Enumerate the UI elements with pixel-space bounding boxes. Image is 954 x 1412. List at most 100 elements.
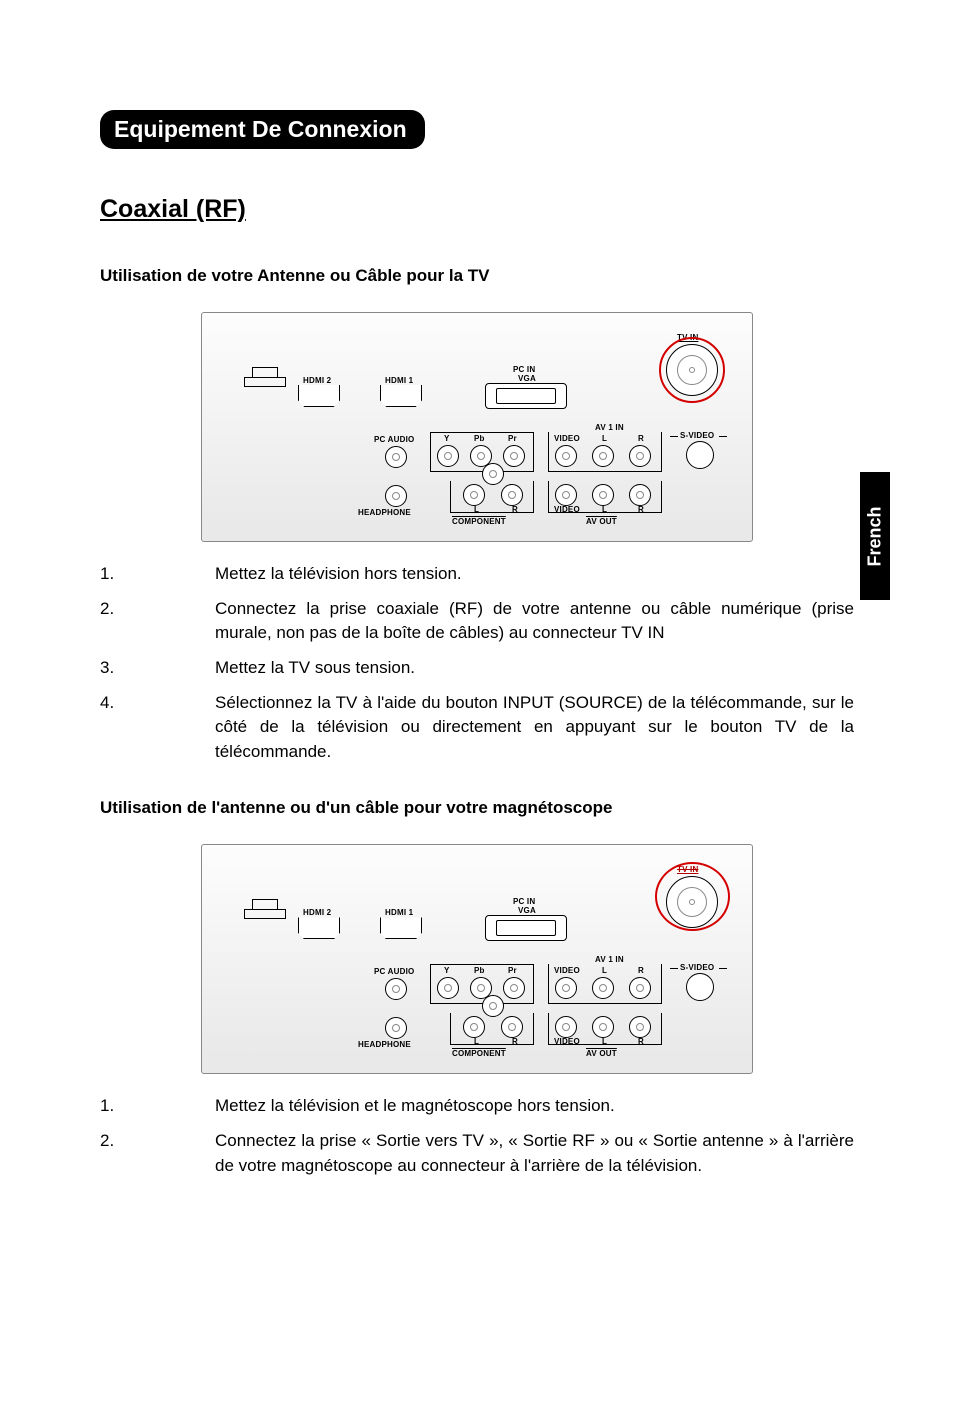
step-text: Mettez la télévision et le magnétoscope … xyxy=(215,1094,854,1119)
label-svideo: S-VIDEO xyxy=(680,431,714,440)
label-headphone: HEADPHONE xyxy=(358,1040,411,1049)
rca-comp-mid xyxy=(482,463,504,485)
label-pc-in: PC IN xyxy=(513,365,535,374)
steps-vcr: 1.Mettez la télévision et le magnétoscop… xyxy=(100,1094,854,1178)
step-num: 3. xyxy=(100,656,215,681)
rca-comp-r xyxy=(501,484,523,506)
vga-port xyxy=(485,383,567,409)
label-av1-l: L xyxy=(602,434,607,443)
rca-av1-video xyxy=(555,445,577,467)
label-avout-l: L xyxy=(602,1037,607,1046)
label-y: Y xyxy=(444,966,450,975)
label-vga: VGA xyxy=(518,906,536,915)
rca-avout-l xyxy=(592,484,614,506)
label-pc-audio: PC AUDIO xyxy=(374,435,414,444)
label-avout-r: R xyxy=(638,505,644,514)
label-avout-r: R xyxy=(638,1037,644,1046)
step-text: Mettez la TV sous tension. xyxy=(215,656,854,681)
hdmi-plug-icon xyxy=(234,899,294,917)
step-item: 1.Mettez la télévision hors tension. xyxy=(100,562,854,587)
step-text: Connectez la prise coaxiale (RF) de votr… xyxy=(215,597,854,646)
svideo-port xyxy=(686,441,714,469)
step-num: 4. xyxy=(100,691,215,765)
step-item: 1.Mettez la télévision et le magnétoscop… xyxy=(100,1094,854,1119)
subheading-tv: Utilisation de votre Antenne ou Câble po… xyxy=(100,266,854,286)
steps-tv: 1.Mettez la télévision hors tension. 2.C… xyxy=(100,562,854,764)
label-av1-r: R xyxy=(638,434,644,443)
step-num: 1. xyxy=(100,1094,215,1119)
label-pr: Pr xyxy=(508,966,517,975)
language-side-tab: French xyxy=(860,472,890,600)
step-num: 2. xyxy=(100,1129,215,1178)
headphone-jack xyxy=(385,1017,407,1039)
rca-av1-r xyxy=(629,445,651,467)
label-comp-l: L xyxy=(474,1037,479,1046)
bottom-label-component: COMPONENT xyxy=(452,517,506,526)
step-item: 4.Sélectionnez la TV à l'aide du bouton … xyxy=(100,691,854,765)
rca-comp-l xyxy=(463,484,485,506)
label-hdmi2: HDMI 2 xyxy=(303,908,331,917)
language-side-tab-label: French xyxy=(865,506,886,566)
step-text: Connectez la prise « Sortie vers TV », «… xyxy=(215,1129,854,1178)
label-comp-r: R xyxy=(512,1037,518,1046)
svideo-line-r xyxy=(719,968,727,969)
label-hdmi1: HDMI 1 xyxy=(385,908,413,917)
label-avout-video: VIDEO xyxy=(554,1037,580,1046)
step-item: 2.Connectez la prise « Sortie vers TV »,… xyxy=(100,1129,854,1178)
hdmi1-port xyxy=(380,917,422,939)
svideo-line-l xyxy=(670,436,678,437)
label-tv-in: TV IN xyxy=(677,333,698,342)
svideo-line-l xyxy=(670,968,678,969)
label-comp-l: L xyxy=(474,505,479,514)
rca-y xyxy=(437,445,459,467)
label-avout-l: L xyxy=(602,505,607,514)
headphone-jack xyxy=(385,485,407,507)
label-pc-audio: PC AUDIO xyxy=(374,967,414,976)
rear-panel-diagram: TV IN HDMI 2 HDMI 1 PC IN VGA PC AUDIO Y… xyxy=(201,312,753,542)
label-av1-video: VIDEO xyxy=(554,434,580,443)
section-title: Coaxial (RF) xyxy=(100,195,854,224)
hdmi1-port xyxy=(380,385,422,407)
label-vga: VGA xyxy=(518,374,536,383)
label-pc-in: PC IN xyxy=(513,897,535,906)
rca-avout-video xyxy=(555,484,577,506)
label-comp-r: R xyxy=(512,505,518,514)
rear-panel-diagram: TV IN HDMI 2 HDMI 1 PC IN VGA PC AUDIO Y… xyxy=(201,844,753,1074)
step-item: 3.Mettez la TV sous tension. xyxy=(100,656,854,681)
label-av1in: AV 1 IN xyxy=(595,423,624,432)
label-y: Y xyxy=(444,434,450,443)
hdmi2-port xyxy=(298,917,340,939)
panel-diagram-tv: TV IN HDMI 2 HDMI 1 PC IN VGA PC AUDIO Y… xyxy=(100,312,854,542)
label-pb: Pb xyxy=(474,966,485,975)
label-av1in: AV 1 IN xyxy=(595,955,624,964)
label-avout-video: VIDEO xyxy=(554,505,580,514)
bottom-label-component: COMPONENT xyxy=(452,1049,506,1058)
label-hdmi2: HDMI 2 xyxy=(303,376,331,385)
label-av1-video: VIDEO xyxy=(554,966,580,975)
rca-av1-l xyxy=(592,445,614,467)
bottom-label-avout: AV OUT xyxy=(586,517,617,526)
label-tv-in: TV IN xyxy=(677,865,698,874)
subheading-vcr: Utilisation de l'antenne ou d'un câble p… xyxy=(100,798,854,818)
rca-pr xyxy=(503,445,525,467)
bottom-label-avout: AV OUT xyxy=(586,1049,617,1058)
label-svideo: S-VIDEO xyxy=(680,963,714,972)
coax-port xyxy=(666,876,718,928)
svideo-port xyxy=(686,973,714,1001)
step-text: Sélectionnez la TV à l'aide du bouton IN… xyxy=(215,691,854,765)
label-pr: Pr xyxy=(508,434,517,443)
step-item: 2.Connectez la prise coaxiale (RF) de vo… xyxy=(100,597,854,646)
hdmi2-port xyxy=(298,385,340,407)
pc-audio-jack xyxy=(385,446,407,468)
label-av1-l: L xyxy=(602,966,607,975)
label-av1-r: R xyxy=(638,966,644,975)
rca-avout-r xyxy=(629,484,651,506)
label-headphone: HEADPHONE xyxy=(358,508,411,517)
step-num: 1. xyxy=(100,562,215,587)
label-pb: Pb xyxy=(474,434,485,443)
section-chip: Equipement De Connexion xyxy=(100,110,425,149)
vga-port xyxy=(485,915,567,941)
step-num: 2. xyxy=(100,597,215,646)
pc-audio-jack xyxy=(385,978,407,1000)
step-text: Mettez la télévision hors tension. xyxy=(215,562,854,587)
